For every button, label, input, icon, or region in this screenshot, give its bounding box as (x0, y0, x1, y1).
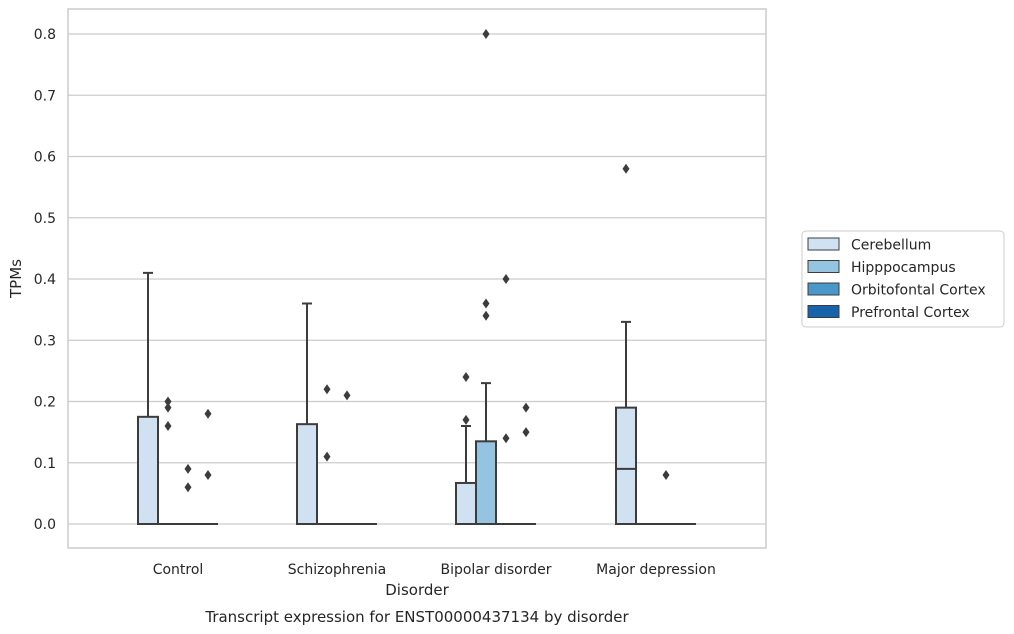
outlier-point (522, 402, 530, 413)
x-tick-label: Schizophrenia (288, 562, 386, 578)
box-layer (137, 29, 696, 526)
legend-label: Cerebellum (851, 238, 931, 254)
y-tick-label: 0.2 (34, 395, 56, 411)
box-rect (475, 440, 497, 525)
y-tick-label: 0.7 (34, 88, 56, 104)
legend-label: Hipppocampus (851, 260, 956, 276)
outlier-point (204, 408, 212, 419)
box-prefrontal-cortex (516, 402, 536, 525)
box-hipppocampus (158, 396, 178, 525)
y-tick-label: 0.1 (34, 456, 56, 472)
box-orbitofontal-cortex (496, 274, 516, 525)
x-tick-label: Major depression (596, 562, 716, 578)
outlier-point (482, 298, 490, 309)
outlier-point (184, 463, 192, 474)
outlier-point (462, 372, 470, 382)
outlier-point (482, 310, 490, 321)
outlier-point (204, 470, 212, 480)
legend-swatch (807, 237, 840, 251)
box-orbitofontal-cortex (656, 470, 676, 525)
y-tick-label: 0.3 (34, 333, 56, 349)
x-tick-label: Bipolar disorder (440, 562, 551, 578)
y-tick-label: 0.0 (34, 517, 56, 533)
outlier-point (462, 414, 470, 425)
y-tick-labels: 0.0 0.1 0.2 0.3 0.4 0.5 0.6 0.7 0.8 (34, 27, 56, 533)
box-rect (296, 423, 318, 526)
plot-frame (67, 8, 767, 549)
outlier-point (184, 482, 192, 493)
box-prefrontal-cortex (198, 408, 218, 525)
chart-title: Transcript expression for ENST0000043713… (204, 608, 629, 626)
box-cerebellum (455, 372, 477, 525)
y-axis-title: TPMs (7, 259, 25, 299)
y-tick-label: 0.4 (34, 272, 56, 288)
box-cerebellum (615, 163, 637, 525)
grid-lines (68, 33, 766, 525)
outlier-point (323, 384, 331, 395)
box-orbitofontal-cortex (178, 463, 198, 525)
box-cerebellum (296, 302, 318, 526)
x-axis-title: Disorder (385, 581, 449, 599)
legend-frame (801, 230, 1005, 328)
legend-label: Orbitofontal Cortex (851, 283, 986, 299)
outlier-point (164, 402, 172, 413)
outlier-point (622, 163, 630, 174)
legend-swatch (807, 260, 840, 273)
outlier-point (164, 396, 172, 407)
outlier-point (662, 470, 670, 480)
x-tick-label: Control (153, 562, 204, 578)
outlier-point (502, 274, 510, 284)
outlier-point (323, 451, 331, 462)
box-hipppocampus (317, 384, 337, 525)
outlier-point (482, 29, 490, 39)
legend-swatch (807, 305, 840, 318)
box-cerebellum (137, 271, 159, 525)
outlier-point (502, 433, 510, 444)
legend-swatch (807, 282, 840, 296)
legend-label: Prefrontal Cortex (851, 305, 970, 321)
box-orbitofontal-cortex (337, 390, 357, 525)
x-tick-labels: Control Schizophrenia Bipolar disorder Majo… (153, 562, 716, 578)
box-rect (615, 406, 637, 525)
legend: Cerebellum Hipppocampus Orbitofontal Corte… (801, 230, 1005, 328)
outlier-point (164, 421, 172, 431)
box-rect (455, 481, 477, 525)
y-tick-label: 0.8 (34, 27, 56, 43)
y-tick-label: 0.6 (34, 150, 56, 166)
outlier-point (343, 390, 351, 401)
outlier-point (522, 427, 530, 438)
box-rect (137, 415, 159, 525)
box-hipppocampus (475, 29, 497, 525)
y-tick-label: 0.5 (34, 211, 56, 227)
